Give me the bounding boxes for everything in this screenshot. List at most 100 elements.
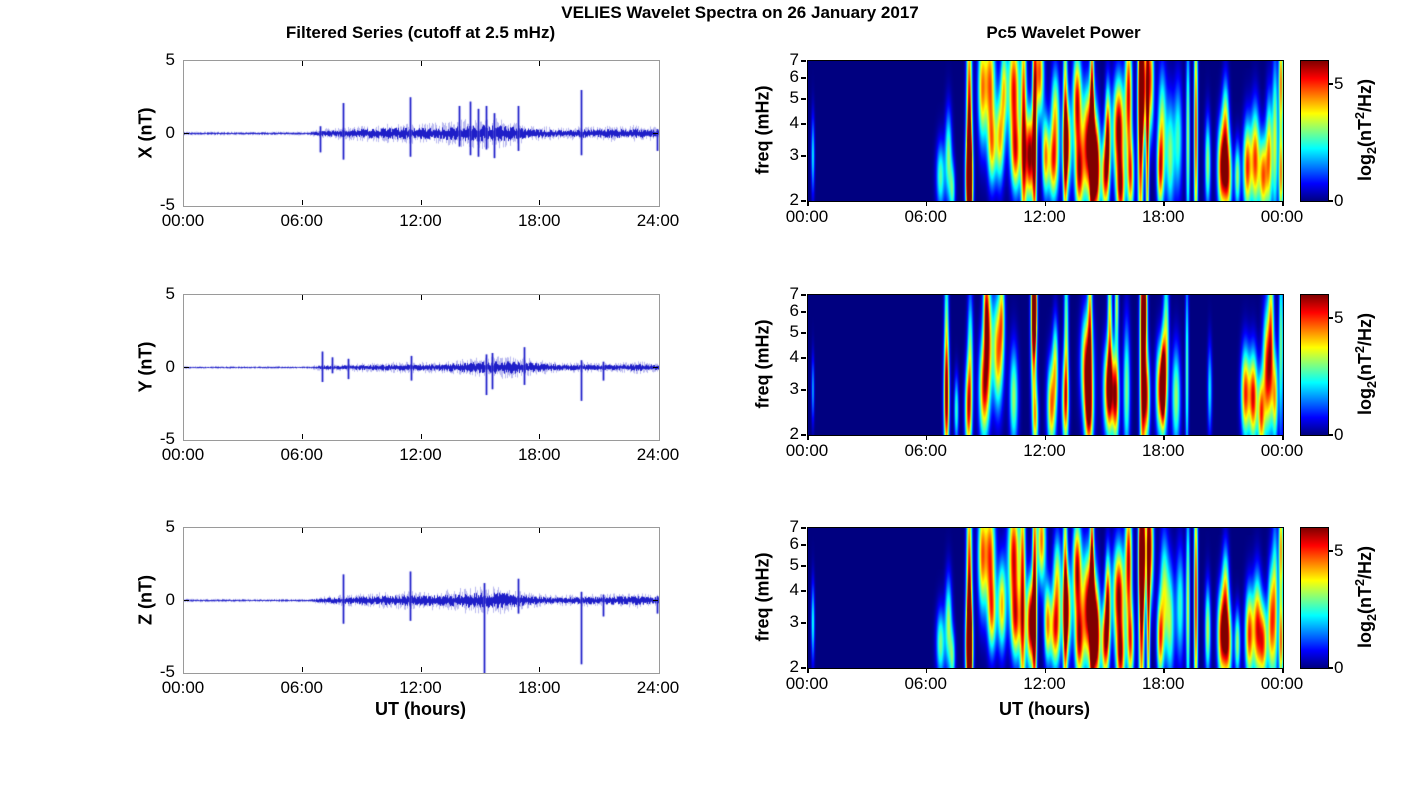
axis-tick	[539, 61, 541, 66]
colorbar-tick-label: 5	[1334, 541, 1344, 561]
axis-tick	[925, 436, 928, 440]
x-tick-label: 24:00	[636, 445, 680, 464]
axis-tick	[925, 202, 928, 206]
axis-tick	[653, 599, 658, 601]
axis-tick	[420, 61, 422, 66]
axis-tick	[420, 434, 422, 439]
axis-tick	[184, 599, 189, 601]
freq-tick-label: 5	[789, 87, 799, 107]
filtered-series-plot-x	[183, 60, 660, 207]
y-tick-label: 5	[165, 284, 175, 303]
freq-tick-label: 5	[789, 321, 799, 341]
x-tick-label: 12:00	[1023, 674, 1066, 693]
freq-tick-label: 4	[789, 346, 799, 366]
x-tick-label: 00:00	[161, 211, 205, 230]
axis-tick	[1044, 202, 1046, 206]
freq-tick-label: 2	[789, 657, 799, 676]
x-axis-label-right: UT (hours)	[999, 699, 1090, 719]
colorbar-label-z: log2(nT2/Hz)	[1353, 545, 1379, 649]
colorbar-tick	[1329, 667, 1333, 669]
colorbar-tick-label: 0	[1334, 191, 1344, 210]
axis-tick	[801, 154, 806, 157]
axis-tick	[539, 200, 541, 205]
x-tick-label: 00:00	[785, 674, 829, 693]
x-axis-label-left: UT (hours)	[375, 699, 466, 719]
axis-tick	[420, 295, 422, 300]
colorbar-y	[1300, 294, 1329, 436]
x-tick-label: 12:00	[399, 211, 442, 230]
axis-tick	[801, 311, 806, 314]
colorbar-tick	[1329, 434, 1333, 436]
y-tick-label: 5	[165, 50, 175, 69]
axis-tick	[801, 331, 806, 334]
wavelet-spectrogram-z	[807, 527, 1284, 669]
axis-tick	[801, 294, 806, 296]
freq-tick-label: 7	[789, 50, 799, 69]
x-tick-label: 06:00	[904, 207, 948, 226]
right-column-title: Pc5 Wavelet Power	[986, 23, 1141, 42]
y-tick-label: -5	[159, 429, 175, 448]
x-tick-label: 24:00	[636, 211, 680, 230]
axis-tick	[301, 61, 303, 66]
x-tick-label: 18:00	[1141, 674, 1185, 693]
y-tick-label: 0	[165, 356, 175, 376]
axis-tick	[539, 295, 541, 300]
left-column-title: Filtered Series (cutoff at 2.5 mHz)	[285, 23, 556, 42]
x-tick-label: 18:00	[517, 678, 561, 697]
x-tick-label: 06:00	[280, 678, 324, 697]
axis-tick	[420, 200, 422, 205]
colorbar-tick-label: 0	[1334, 425, 1344, 444]
x-tick-label: 06:00	[280, 445, 324, 464]
axis-tick	[801, 544, 806, 547]
freq-tick-label: 7	[789, 284, 799, 303]
freq-tick-label: 4	[789, 579, 799, 599]
x-tick-label: 18:00	[517, 445, 561, 464]
x-tick-label: 06:00	[280, 211, 324, 230]
freq-tick-label: 3	[789, 378, 799, 398]
axis-tick	[301, 434, 303, 439]
freq-tick-label: 3	[789, 144, 799, 164]
freq-tick-label: 2	[789, 424, 799, 443]
colorbar-tick-label: 5	[1334, 74, 1344, 94]
axis-tick	[801, 122, 806, 125]
axis-tick	[301, 295, 303, 300]
y-tick-label: 5	[165, 517, 175, 536]
filtered-series-plot-y	[183, 294, 660, 441]
axis-tick	[184, 366, 189, 368]
x-tick-label: 06:00	[904, 441, 948, 460]
axis-tick	[807, 436, 809, 440]
axis-tick	[1163, 202, 1165, 206]
colorbar-tick	[1329, 200, 1333, 202]
x-tick-label: 00:00	[161, 445, 205, 464]
y-tick-label: -5	[159, 662, 175, 681]
axis-tick	[801, 60, 806, 62]
y-tick-label: 0	[165, 122, 175, 142]
freq-tick-label: 5	[789, 554, 799, 574]
colorbar-tick-label: 0	[1334, 658, 1344, 677]
x-tick-label: 00:00	[785, 441, 829, 460]
axis-tick	[925, 669, 928, 673]
axis-tick	[301, 200, 303, 205]
axis-tick	[801, 388, 806, 391]
colorbar-tick-label: 5	[1334, 308, 1344, 328]
freq-tick-label: 6	[789, 534, 799, 554]
x-tick-label: 00:00	[161, 678, 205, 697]
axis-tick	[801, 621, 806, 624]
filtered-series-plot-z	[183, 527, 660, 674]
axis-tick	[653, 132, 658, 134]
axis-tick	[301, 528, 303, 533]
axis-tick	[539, 528, 541, 533]
axis-tick	[801, 200, 806, 202]
figure-title: VELIES Wavelet Spectra on 26 January 201…	[561, 3, 919, 22]
x-tick-label: 00:00	[785, 207, 829, 226]
axis-tick	[539, 667, 541, 672]
axis-tick	[1163, 436, 1165, 440]
colorbar-tick	[1329, 550, 1333, 553]
x-tick-label: 00:00	[1260, 674, 1304, 693]
x-tick-label: 12:00	[399, 678, 442, 697]
y-tick-label: -5	[159, 195, 175, 214]
wavelet-spectrogram-x	[807, 60, 1284, 202]
axis-tick	[801, 564, 806, 567]
axis-tick	[801, 77, 806, 80]
